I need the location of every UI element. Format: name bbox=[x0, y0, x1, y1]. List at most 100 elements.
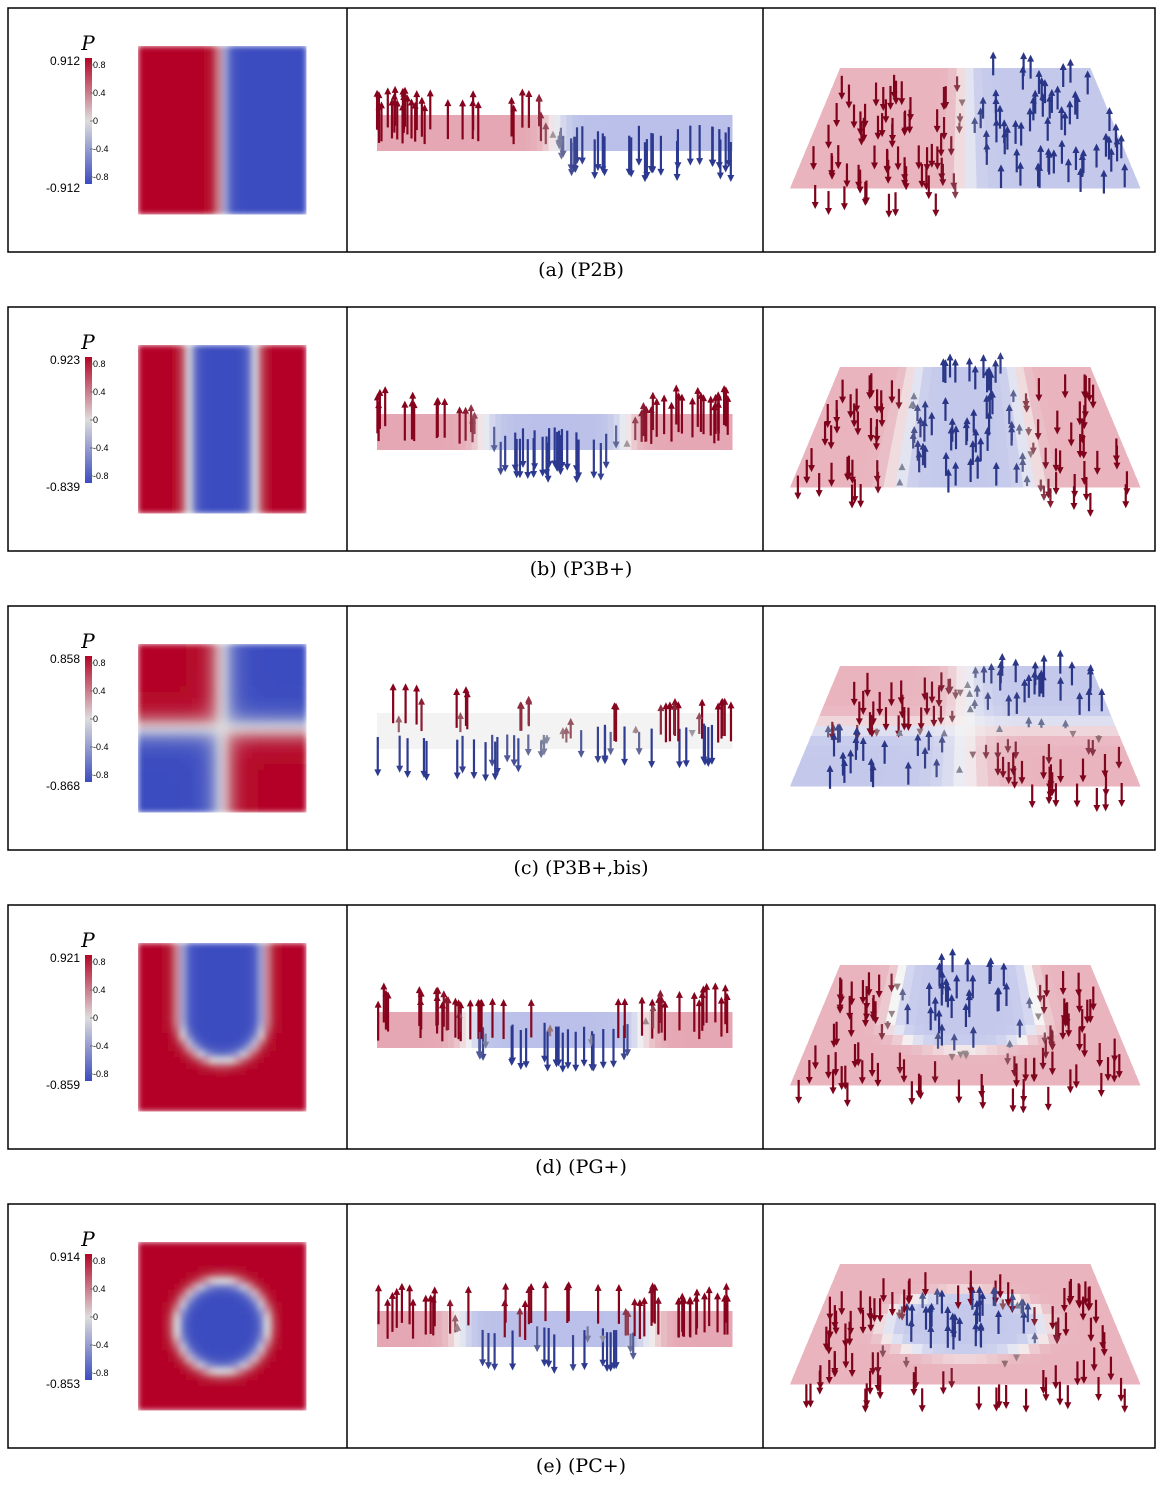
surface-cell bbox=[1120, 467, 1137, 478]
heatmap-cell bbox=[276, 94, 283, 101]
heatmap-cell bbox=[162, 429, 169, 436]
heatmap-cell bbox=[210, 722, 217, 729]
heatmap-cell bbox=[174, 447, 181, 454]
heatmap-cell bbox=[192, 680, 199, 687]
heatmap-cell bbox=[168, 746, 175, 753]
heatmap-cell bbox=[282, 429, 289, 436]
heatmap-cell bbox=[228, 136, 235, 143]
heatmap-cell bbox=[222, 495, 229, 502]
heatmap-cell bbox=[246, 411, 253, 418]
heatmap-cell bbox=[300, 955, 307, 962]
heatmap-cell bbox=[228, 955, 235, 962]
heatmap-cell bbox=[192, 650, 199, 657]
heatmap-cell bbox=[282, 387, 289, 394]
heatmap-cell bbox=[168, 58, 175, 65]
arrow-head bbox=[682, 760, 690, 768]
heatmap-cell bbox=[162, 184, 169, 191]
panel-frame bbox=[7, 7, 1156, 253]
surface-cell bbox=[1051, 756, 1066, 767]
arrow-head bbox=[850, 420, 858, 428]
heatmap-cell bbox=[240, 949, 247, 956]
surface-cell bbox=[1013, 716, 1026, 727]
heatmap-cell bbox=[168, 507, 175, 514]
heatmap-cell bbox=[282, 441, 289, 448]
heatmap-cell bbox=[228, 166, 235, 173]
surface-cell bbox=[975, 756, 988, 767]
heatmap-cell bbox=[234, 716, 241, 723]
arrow-head bbox=[992, 359, 1000, 367]
surface-cell bbox=[999, 78, 1010, 89]
heatmap-cell bbox=[288, 160, 295, 167]
heatmap-cell bbox=[222, 710, 229, 717]
heatmap-cell bbox=[240, 160, 247, 167]
surface-cell bbox=[1038, 397, 1051, 408]
arrow-head bbox=[969, 751, 977, 759]
heatmap-cell bbox=[288, 489, 295, 496]
heatmap-cell bbox=[168, 154, 175, 161]
heatmap-cell bbox=[186, 776, 193, 783]
surface-cell bbox=[1040, 407, 1053, 418]
heatmap-cell bbox=[258, 208, 265, 215]
surface-cell bbox=[1088, 437, 1103, 448]
heatmap-cell bbox=[282, 100, 289, 107]
surface-cell bbox=[956, 377, 966, 388]
heatmap-cell bbox=[240, 357, 247, 364]
surface-cell bbox=[896, 68, 908, 79]
surface-cell bbox=[856, 447, 871, 458]
heatmap-cell bbox=[240, 955, 247, 962]
arrow-head bbox=[694, 386, 702, 394]
heatmap-cell bbox=[168, 758, 175, 765]
strip-cell bbox=[412, 713, 419, 749]
heatmap-cell bbox=[138, 728, 145, 735]
heatmap-cell bbox=[180, 734, 187, 741]
heatmap-cell bbox=[186, 722, 193, 729]
arrow-head bbox=[1021, 678, 1029, 686]
arrow-head bbox=[421, 104, 429, 112]
arrow-head bbox=[563, 463, 571, 471]
heatmap-cell bbox=[228, 148, 235, 155]
heatmap-cell bbox=[264, 88, 271, 95]
heatmap-cell bbox=[282, 955, 289, 962]
heatmap-cell bbox=[246, 483, 253, 490]
heatmap-cell bbox=[246, 118, 253, 125]
heatmap-cell bbox=[282, 806, 289, 813]
heatmap-cell bbox=[168, 130, 175, 137]
heatmap-cell bbox=[180, 674, 187, 681]
arrow-head bbox=[524, 471, 532, 479]
arrow-head bbox=[462, 406, 470, 414]
arrow-head bbox=[971, 116, 979, 124]
heatmap-cell bbox=[264, 668, 271, 675]
arrow-head bbox=[896, 478, 904, 486]
heatmap-cell bbox=[174, 483, 181, 490]
heatmap-cell bbox=[198, 686, 205, 693]
surface-cell bbox=[1012, 706, 1024, 717]
heatmap-cell bbox=[252, 668, 259, 675]
surface-cell bbox=[1087, 108, 1102, 119]
heatmap-cell bbox=[180, 770, 187, 777]
heatmap-cell bbox=[138, 686, 145, 693]
heatmap-cell bbox=[162, 961, 169, 968]
surface-cell bbox=[876, 756, 890, 767]
arrow-head bbox=[1048, 88, 1056, 96]
colorbar-tick-label: 0.4 bbox=[93, 88, 106, 98]
surface-cell bbox=[1067, 736, 1082, 747]
heatmap-cell bbox=[294, 644, 301, 651]
strip-cell bbox=[519, 713, 526, 749]
heatmap-cell bbox=[246, 943, 253, 950]
heatmap-cell bbox=[180, 70, 187, 77]
arrow-head bbox=[1056, 467, 1064, 475]
surface-cell bbox=[887, 108, 900, 119]
heatmap-cell bbox=[234, 794, 241, 801]
heatmap-cell bbox=[300, 399, 307, 406]
heatmap-cell bbox=[144, 375, 151, 382]
heatmap-cell bbox=[288, 477, 295, 484]
heatmap-cell bbox=[288, 806, 295, 813]
heatmap-cell bbox=[288, 680, 295, 687]
heatmap-cell bbox=[186, 52, 193, 59]
surface-cell bbox=[947, 666, 958, 677]
surface-cell bbox=[954, 128, 966, 139]
heatmap-cell bbox=[264, 411, 271, 418]
surface-cell bbox=[861, 397, 874, 408]
heatmap-cell bbox=[168, 483, 175, 490]
heatmap-cell bbox=[228, 375, 235, 382]
